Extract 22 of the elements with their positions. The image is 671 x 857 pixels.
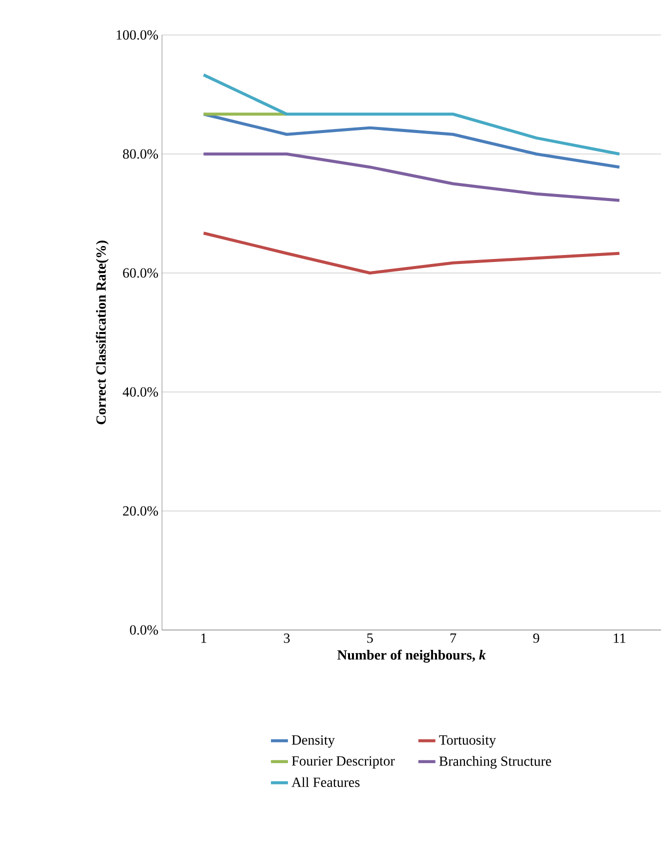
- y-tick-label: 80.0%: [122, 149, 158, 159]
- legend-label: All Features: [292, 777, 360, 788]
- x-tick-label: 7: [450, 634, 456, 643]
- legend-label: Fourier Descriptor: [292, 756, 395, 768]
- x-tick-label: 5: [367, 634, 373, 643]
- x-tick-label: 3: [284, 634, 290, 643]
- line-series: [202, 152, 621, 202]
- legend-label: Density: [292, 735, 335, 748]
- y-axis-title: Correct Classification Rate(%): [96, 240, 109, 424]
- x-tick-label: 11: [614, 634, 626, 643]
- y-tick-label: 0.0%: [130, 625, 158, 635]
- y-tick-label: 100.0%: [116, 30, 158, 40]
- line-series: [202, 232, 621, 274]
- x-tick-label: 9: [533, 634, 540, 643]
- x-axis-title: Number of neighbours, k: [337, 650, 486, 663]
- y-tick-label: 60.0%: [123, 268, 158, 278]
- y-tick-label: 40.0%: [122, 387, 158, 397]
- legend-label: Tortuosity: [439, 735, 496, 748]
- x-tick-label: 1: [201, 634, 206, 643]
- y-tick-label: 20.0%: [123, 506, 158, 516]
- line-series: [202, 112, 621, 169]
- legend-label: Branching Structure: [439, 756, 552, 769]
